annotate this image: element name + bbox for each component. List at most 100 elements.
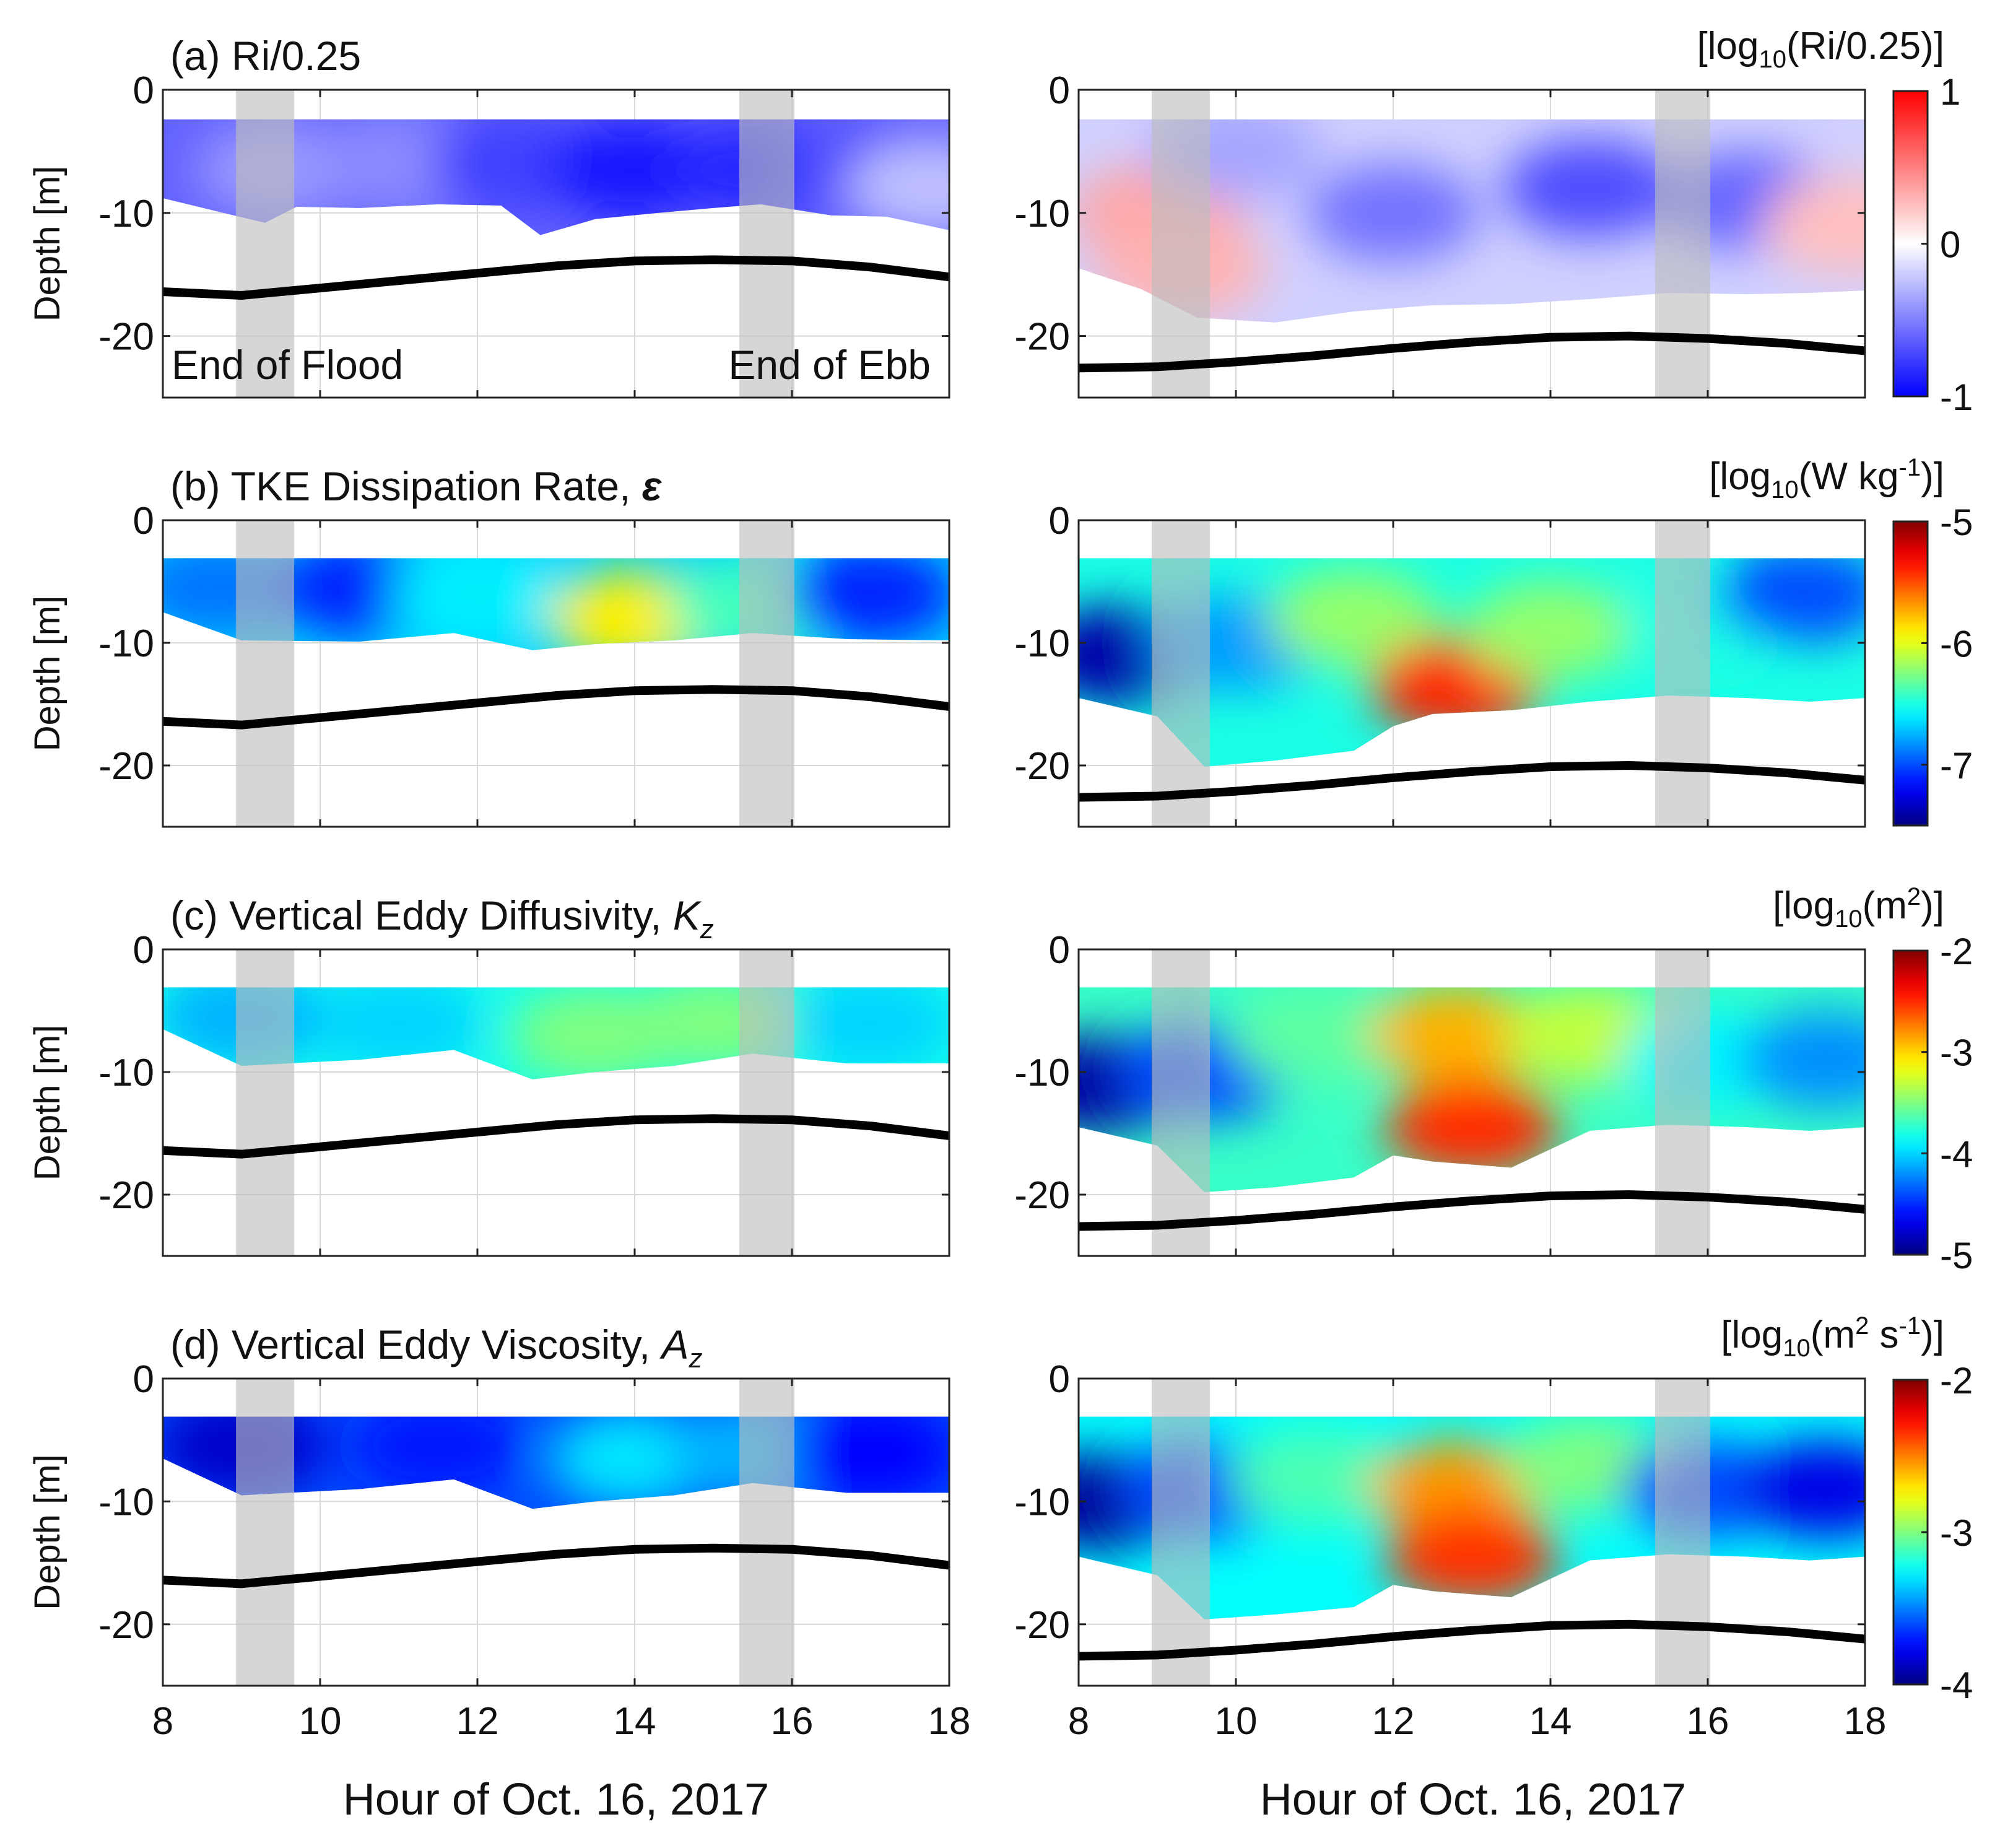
axes-frame	[1077, 948, 1866, 1257]
unit-label-part: [log	[1709, 455, 1771, 498]
panel-title-text: (a) Ri/0.25	[170, 33, 361, 79]
y-tick-label: -20	[1014, 1174, 1070, 1217]
bathymetry-line	[162, 255, 950, 300]
y-tick-label: -10	[1014, 193, 1070, 235]
axes-right: 8 10 12 14 16 18 0 -10 -20	[1014, 1358, 1886, 1743]
axes-left: 0 -10 -20 Depth [m]	[27, 929, 950, 1257]
shaded-period	[1152, 1379, 1211, 1686]
y-axis-label: Depth [m]	[27, 596, 67, 751]
y-tick-label: 0	[1049, 500, 1070, 543]
shaded-period	[1152, 949, 1211, 1256]
axes-left: 0 -10 -20 Depth [m]	[27, 500, 950, 828]
field-cell	[1385, 1507, 1559, 1606]
colorbar: -2 -3 -4	[1892, 1360, 1973, 1706]
shaded-period	[1654, 949, 1710, 1256]
unit-label-part: (m	[1863, 884, 1907, 927]
field-cell	[1715, 558, 1865, 643]
y-tick-label: 0	[133, 1358, 154, 1401]
y-axis-label: Depth [m]	[27, 1454, 67, 1610]
y-tick-label: -20	[98, 1174, 154, 1217]
field-cell	[1228, 1427, 1401, 1527]
panel-title-symbol-sub: z	[700, 914, 714, 944]
x-tick-label: 8	[152, 1700, 173, 1743]
field-cell	[1369, 987, 1543, 1084]
axes-right: 0 -10 -20	[1014, 929, 1866, 1257]
colorbar-tick-label: -3	[1940, 1512, 1973, 1554]
unit-label-part: 2	[1907, 883, 1921, 910]
y-tick-label: -10	[98, 1481, 154, 1523]
shaded-period	[236, 949, 295, 1256]
axes-frame	[1077, 89, 1866, 399]
panel-title-text: (d) Vertical Eddy Viscosity,	[170, 1322, 662, 1367]
colorbar-tick-label: -3	[1940, 1032, 1973, 1074]
y-tick-label: -10	[98, 622, 154, 665]
unit-label-part: [log	[1721, 1314, 1783, 1356]
x-tick-label: 8	[1068, 1700, 1089, 1743]
unit-label-part: (Ri/0.25)	[1786, 25, 1934, 68]
field-cell	[1762, 176, 1865, 275]
colorbar-unit-label: [log10(m2)]	[1773, 883, 1944, 933]
field-cell	[784, 1416, 949, 1502]
colorbar-tick-label: -5	[1940, 1235, 1973, 1276]
field-cell	[784, 558, 949, 643]
unit-label-part: -1	[1899, 454, 1921, 481]
shaded-period	[236, 90, 295, 398]
y-tick-label: -10	[1014, 1052, 1070, 1094]
shaded-period	[1654, 90, 1710, 398]
y-tick-label: 0	[133, 929, 154, 972]
panel-title-text: (b) TKE Dissipation Rate,	[170, 463, 642, 509]
shaded-period	[236, 520, 295, 827]
axes-frame	[162, 1377, 950, 1687]
colorbar-gradient-bar	[1892, 520, 1929, 827]
panel-title-symbol-sub: z	[689, 1343, 703, 1374]
shaded-period	[739, 520, 794, 827]
x-tick-label: 14	[1529, 1700, 1572, 1743]
bathymetry-line	[1078, 1190, 1866, 1231]
unit-label-part: [log	[1697, 25, 1759, 68]
unit-label-part: 10	[1759, 46, 1787, 73]
colorbar-tick-label: -1	[1940, 377, 1973, 418]
colorbar: -5 -6 -7	[1892, 502, 1973, 827]
field-cell	[1464, 582, 1637, 680]
field-cell	[1503, 139, 1677, 238]
shaded-period	[739, 949, 794, 1256]
unit-label-part: 2	[1855, 1312, 1869, 1340]
shaded-period	[1152, 520, 1211, 827]
colorbar-tick-label: -6	[1940, 623, 1973, 665]
x-tick-label: 12	[1372, 1700, 1415, 1743]
panel-title: (d) Vertical Eddy Viscosity, Az	[170, 1322, 703, 1374]
bathymetry-line	[1078, 761, 1866, 802]
x-tick-label: 16	[771, 1700, 814, 1743]
y-tick-label: -20	[1014, 316, 1070, 359]
unit-label-part: (m	[1811, 1314, 1855, 1356]
colorbar-unit-label: [log10(m2 s-1)]	[1721, 1312, 1944, 1362]
field-cell	[391, 558, 564, 643]
axes-frame	[162, 89, 950, 399]
field-cell	[312, 987, 485, 1073]
field-cell	[784, 987, 949, 1073]
unit-label-part: [log	[1773, 884, 1835, 927]
colorbar: 1 0 -1	[1892, 71, 1973, 418]
colorbar-tick-label: -7	[1940, 745, 1973, 787]
y-tick-label: -20	[98, 316, 154, 359]
colorbar-tick-label: -2	[1940, 931, 1973, 972]
colorbar-tick-label: -5	[1940, 502, 1973, 543]
panel-title: (a) Ri/0.25	[170, 33, 361, 79]
panel-title: (b) TKE Dissipation Rate, ε	[170, 463, 663, 509]
axes-frame	[162, 519, 950, 828]
y-tick-label: -10	[1014, 1481, 1070, 1523]
data-field	[1079, 987, 1865, 1193]
unit-label-part: ]	[1934, 25, 1944, 68]
shaded-period	[739, 1379, 794, 1686]
panel-title-text: (c) Vertical Eddy Diffusivity,	[170, 892, 673, 938]
shaded-period	[236, 1379, 295, 1686]
y-tick-label: -10	[98, 1052, 154, 1094]
axes-frame	[162, 948, 950, 1257]
colorbar-tick-label: 0	[1940, 224, 1960, 266]
field-cell	[1228, 987, 1401, 1084]
x-axis-label-right: Hour of Oct. 16, 2017	[1260, 1775, 1686, 1824]
x-tick-label: 16	[1687, 1700, 1729, 1743]
axes-frame	[1077, 519, 1866, 828]
axes-right: 0 -10 -20	[1014, 69, 1866, 399]
